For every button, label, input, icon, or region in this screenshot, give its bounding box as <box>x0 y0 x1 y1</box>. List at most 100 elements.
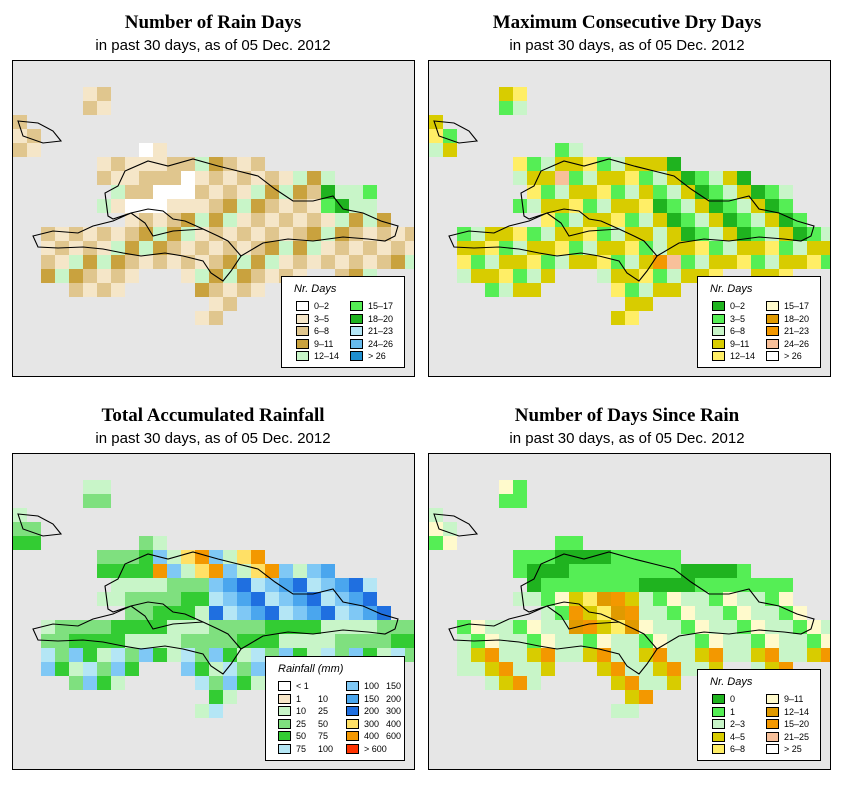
grid-cell <box>55 255 69 269</box>
legend-swatch <box>350 351 363 361</box>
grid-cell <box>471 227 485 241</box>
grid-cell <box>223 227 237 241</box>
grid-cell <box>83 494 97 508</box>
grid-cell <box>513 269 527 283</box>
grid-cell <box>695 606 709 620</box>
grid-cell <box>583 199 597 213</box>
grid-cell <box>681 171 695 185</box>
grid-cell <box>527 676 541 690</box>
legend-swatch <box>712 338 725 349</box>
legend-label: 200 <box>364 706 380 716</box>
grid-cell <box>639 620 653 634</box>
grid-cell <box>443 129 457 143</box>
legend-label: 21–25 <box>784 731 810 742</box>
legend-label: 12–14 <box>314 351 340 361</box>
grid-cell <box>541 648 555 662</box>
grid-cell <box>569 564 583 578</box>
grid-cell <box>821 648 830 662</box>
legend-label: 9–11 <box>314 338 334 349</box>
legend-title: Nr. Days <box>294 283 337 295</box>
grid-cell <box>807 241 821 255</box>
grid-cell <box>485 241 499 255</box>
grid-cell <box>499 494 513 508</box>
grid-cell <box>125 564 139 578</box>
grid-cell <box>485 227 499 241</box>
grid-cell <box>527 578 541 592</box>
grid-cell <box>209 564 223 578</box>
grid-cell <box>513 550 527 564</box>
grid-cell <box>41 227 55 241</box>
grid-cell <box>443 143 457 157</box>
grid-cell <box>597 241 611 255</box>
grid-cell <box>251 213 265 227</box>
grid-cell <box>181 550 195 564</box>
grid-cell <box>443 536 457 550</box>
grid-cell <box>307 213 321 227</box>
grid-cell <box>83 87 97 101</box>
grid-cell <box>237 269 251 283</box>
grid-cell <box>653 550 667 564</box>
grid-cell <box>223 662 237 676</box>
grid-cell <box>223 606 237 620</box>
grid-cell <box>555 564 569 578</box>
grid-cell <box>55 620 69 634</box>
legend-label: 21–23 <box>368 326 394 336</box>
grid-cell <box>653 269 667 283</box>
grid-cell <box>181 564 195 578</box>
grid-cell <box>723 592 737 606</box>
grid-cell <box>223 255 237 269</box>
grid-cell <box>405 648 414 662</box>
grid-cell <box>779 592 793 606</box>
grid-cell <box>349 213 363 227</box>
grid-cell <box>597 578 611 592</box>
grid-cell <box>237 550 251 564</box>
grid-cell <box>541 564 555 578</box>
grid-cell <box>237 227 251 241</box>
grid-cell <box>181 241 195 255</box>
grid-cell <box>555 185 569 199</box>
grid-cell <box>639 185 653 199</box>
grid-cell <box>307 592 321 606</box>
grid-cell <box>695 241 709 255</box>
grid-cell <box>611 634 625 648</box>
legend-label: 600 <box>386 731 402 741</box>
panel-subtitle-rain-days: in past 30 days, as of 05 Dec. 2012 <box>95 37 331 54</box>
panel-subtitle-days-since: in past 30 days, as of 05 Dec. 2012 <box>509 430 745 447</box>
legend-swatch <box>346 743 359 754</box>
island-outline <box>17 120 399 282</box>
legend-swatch <box>296 313 309 324</box>
grid-cell <box>391 227 405 241</box>
grid-cell <box>723 199 737 213</box>
legend-label: 100 <box>364 681 380 691</box>
grid-cell <box>223 297 237 311</box>
grid-cell <box>569 171 583 185</box>
grid-cell <box>597 199 611 213</box>
grid-cell <box>765 592 779 606</box>
grid-cell <box>153 255 167 269</box>
grid-cell <box>751 648 765 662</box>
grid-cell <box>639 592 653 606</box>
legend-label: 15–20 <box>784 719 810 729</box>
grid-cell <box>695 620 709 634</box>
legend-label: 9–11 <box>784 694 804 704</box>
grid-cell <box>709 213 723 227</box>
grid-cell <box>237 676 251 690</box>
legend-swatch <box>712 694 725 704</box>
legend-swatch <box>346 681 359 691</box>
island-outline <box>17 513 399 675</box>
grid-cell <box>153 592 167 606</box>
legend-label: 400 <box>386 718 402 729</box>
grid-cell <box>611 269 625 283</box>
grid-cell <box>377 634 391 648</box>
grid-cell <box>265 241 279 255</box>
grid-cell <box>569 241 583 255</box>
grid-cell <box>695 634 709 648</box>
grid-cell <box>527 592 541 606</box>
legend-swatch <box>766 326 779 336</box>
grid-cell <box>485 676 499 690</box>
grid-cell <box>335 578 349 592</box>
grid-cell <box>377 241 391 255</box>
legend-label: 1 <box>730 706 736 717</box>
grid-cell <box>429 143 443 157</box>
grid-cell <box>513 255 527 269</box>
